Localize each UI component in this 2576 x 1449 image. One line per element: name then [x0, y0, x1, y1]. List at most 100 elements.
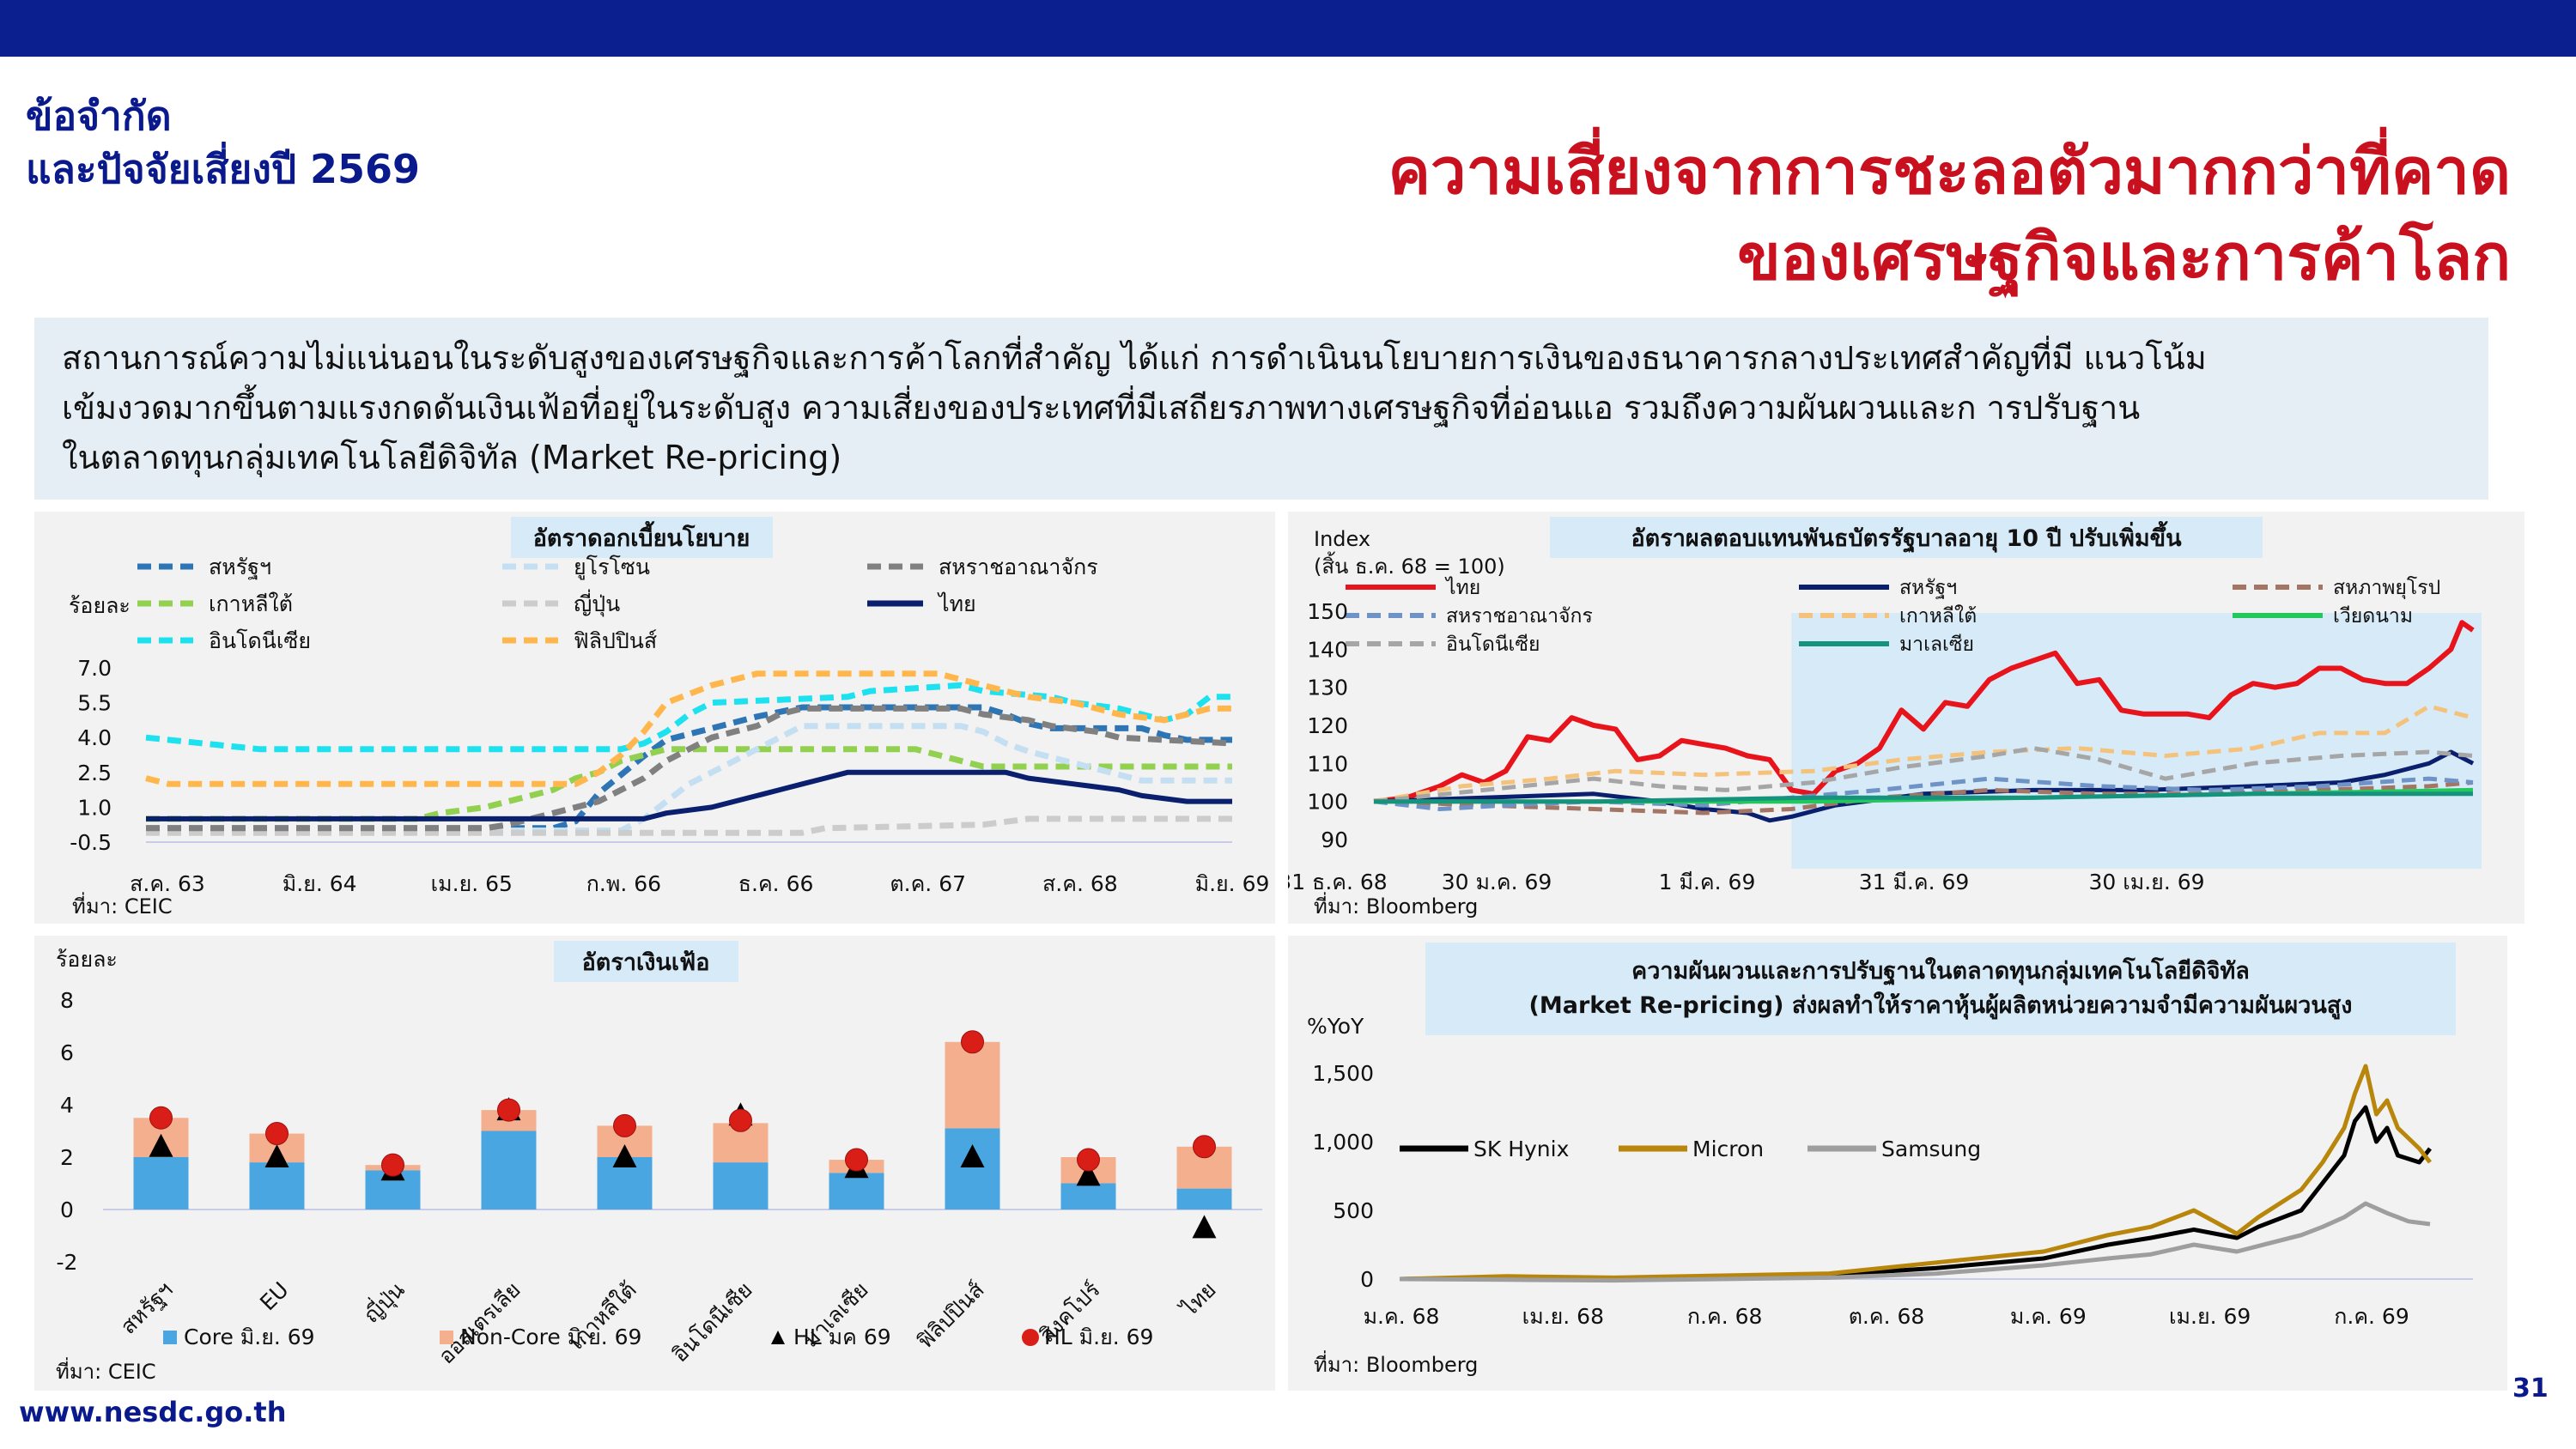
marker-hl-jan [264, 1144, 289, 1167]
bar-noncore [945, 1041, 1000, 1129]
category-label: สหรัฐฯ [116, 1277, 178, 1339]
x-tick-label: ส.ค. 63 [130, 871, 205, 896]
bar-core [249, 1162, 305, 1210]
series-line [1399, 1201, 2431, 1283]
marker-hl-jan [1192, 1215, 1217, 1239]
series-line [1374, 791, 2473, 804]
x-tick-label: เม.ย. 65 [431, 871, 513, 896]
bar-core [713, 1162, 769, 1210]
bar-core [829, 1173, 884, 1210]
intro-line3: ในตลาดทุนกลุ่มเทคโนโลยีดิจิทัล (Market R… [62, 439, 842, 476]
series-line [1399, 1064, 2432, 1282]
y-tick-label: 2 [60, 1145, 74, 1170]
series-line [1399, 1105, 2432, 1282]
y-axis-label: ร้อยละ [56, 947, 118, 972]
chart-title-line1: ความผันผวนและการปรับฐานในตลาดทุนกลุ่มเทค… [1631, 956, 2250, 986]
legend-label: มาเลเซีย [1899, 634, 1974, 656]
y-tick-label: 90 [1321, 828, 1348, 852]
series-line [146, 769, 1232, 822]
top-bar [0, 0, 2576, 57]
x-tick-label: มิ.ย. 64 [283, 871, 357, 896]
marker-hl-jun [381, 1153, 404, 1177]
section-title-line2: และปัจจัยเสี่ยงปี 2569 [26, 146, 421, 192]
page-title-line1: ความเสี่ยงจากการชะลอตัวมากกว่าที่คาด [1388, 135, 2511, 209]
series-line [146, 723, 1232, 834]
legend-label: Core มิ.ย. 69 [184, 1325, 315, 1349]
bar-core [481, 1131, 537, 1210]
y-tick-label: 1,500 [1312, 1061, 1374, 1086]
x-tick-label: 31 มี.ค. 69 [1859, 870, 1970, 894]
x-tick-label: มิ.ย. 69 [1195, 871, 1270, 896]
x-tick-label: 30 เม.ย. 69 [2088, 870, 2204, 894]
memory-stock-panel: ความผันผวนและการปรับฐานในตลาดทุนกลุ่มเทค… [1288, 936, 2507, 1391]
x-tick-label: ต.ค. 68 [1849, 1304, 1925, 1329]
y-tick-label: 0 [60, 1197, 74, 1222]
y-tick-label: 4.0 [77, 725, 112, 750]
legend-swatch [771, 1331, 785, 1344]
chart-title: อัตราผลตอบแทนพันธบัตรรัฐบาลอายุ 10 ปี ปร… [1631, 520, 2182, 554]
marker-hl-jun [497, 1098, 520, 1122]
legend-label: เวียดนาม [2333, 605, 2413, 627]
y-tick-label: 2.5 [77, 761, 112, 785]
page-number: 31 [2512, 1373, 2549, 1404]
category-label: EU [255, 1277, 294, 1316]
series-line [146, 815, 1232, 836]
marker-hl-jun [1077, 1148, 1100, 1172]
legend-label: สหรัฐฯ [209, 555, 271, 579]
legend-label: HL มิ.ย. 69 [1044, 1325, 1153, 1349]
chart-source: ที่มา: Bloomberg [1314, 1350, 1478, 1377]
inflation-panel: อัตราเงินเฟ้อ ร้อยละ 8 6 4 2 0 -2 สหรัฐฯ EU ญี่ปุ่… [34, 936, 1275, 1391]
y-tick-label: 1.0 [77, 795, 112, 820]
chart-source: ที่มา: CEIC [72, 892, 173, 919]
y-axis-label-line1: Index [1314, 527, 1370, 551]
x-tick-label: ก.ค. 68 [1687, 1304, 1763, 1329]
legend-label: อินโดนีเซีย [1446, 633, 1540, 656]
legend-label: เกาหลีใต้ [209, 591, 293, 616]
legend-label: SK Hynix [1473, 1137, 1569, 1161]
page-title: ความเสี่ยงจากการชะลอตัวมากกว่าที่คาด ของ… [793, 129, 2511, 300]
legend-label: สหราชอาณาจักร [1446, 605, 1593, 627]
series-line [1373, 620, 2475, 804]
marker-hl-jun [265, 1122, 289, 1146]
marker-hl-jun [845, 1148, 868, 1172]
bond-yield-panel: อัตราผลตอบแทนพันธบัตรรัฐบาลอายุ 10 ปี ปร… [1288, 512, 2524, 924]
chart-title-bg [1425, 943, 2456, 1035]
chart-title-bg [511, 517, 773, 558]
marker-hl-jan [612, 1144, 637, 1167]
legend-label: ยูโรโซน [574, 555, 650, 580]
y-tick-label: 4 [60, 1093, 74, 1118]
category-label: ญี่ปุ่น [357, 1276, 410, 1329]
intro-box: สถานการณ์ความไม่แน่นอนในระดับสูงของเศรษฐ… [34, 318, 2488, 500]
footer-url[interactable]: www.nesdc.go.th [19, 1396, 287, 1428]
y-tick-label: 140 [1307, 637, 1348, 662]
marker-hl-jun [961, 1030, 984, 1054]
legend-swatch [1022, 1329, 1039, 1346]
bar-core [1060, 1183, 1116, 1210]
y-axis-label-line2: (สิ้น ธ.ค. 68 = 100) [1314, 551, 1505, 579]
y-tick-label: -0.5 [70, 830, 112, 855]
intro-line1: สถานการณ์ความไม่แน่นอนในระดับสูงของเศรษฐ… [62, 339, 2207, 377]
y-tick-label: 110 [1307, 751, 1348, 776]
x-tick-label: ก.พ. 66 [586, 871, 661, 896]
x-tick-label: ส.ค. 68 [1042, 871, 1118, 896]
bar-core [1176, 1188, 1232, 1210]
chart-title-line2: (Market Re-pricing) ส่งผลทำให้ราคาหุ้นผู… [1529, 991, 2353, 1020]
x-tick-label: 1 มี.ค. 69 [1659, 870, 1756, 894]
chart-title-bg [554, 941, 738, 982]
policy-rate-panel: อัตราดอกเบี้ยนโยบาย ร้อยละ สหรัฐฯ เกาหลีใต้… [34, 512, 1275, 924]
y-tick-label: 150 [1307, 599, 1348, 624]
marker-hl-jun [149, 1106, 173, 1130]
legend-label: ญี่ปุ่น [574, 589, 620, 617]
section-title: ข้อจำกัด และปัจจัยเสี่ยงปี 2569 [26, 89, 575, 196]
series-line [1373, 776, 2474, 811]
y-axis-label: %YoY [1307, 1014, 1364, 1039]
marker-hl-jun [729, 1108, 752, 1132]
x-tick-label: ก.ค. 69 [2334, 1304, 2409, 1329]
series-line [1373, 704, 2474, 804]
y-tick-label: 100 [1307, 790, 1348, 815]
legend-label: Non-Core มิ.ย. 69 [460, 1325, 641, 1349]
intro-line2: เข้มงวดมากขึ้นตามแรงกดดันเงินเฟ้อที่อยู่… [62, 389, 2141, 427]
x-tick-label: ธ.ค. 66 [738, 871, 814, 896]
chart-title: อัตราดอกเบี้ยนโยบาย [533, 520, 750, 552]
x-tick-label: ม.ค. 68 [1364, 1304, 1440, 1329]
